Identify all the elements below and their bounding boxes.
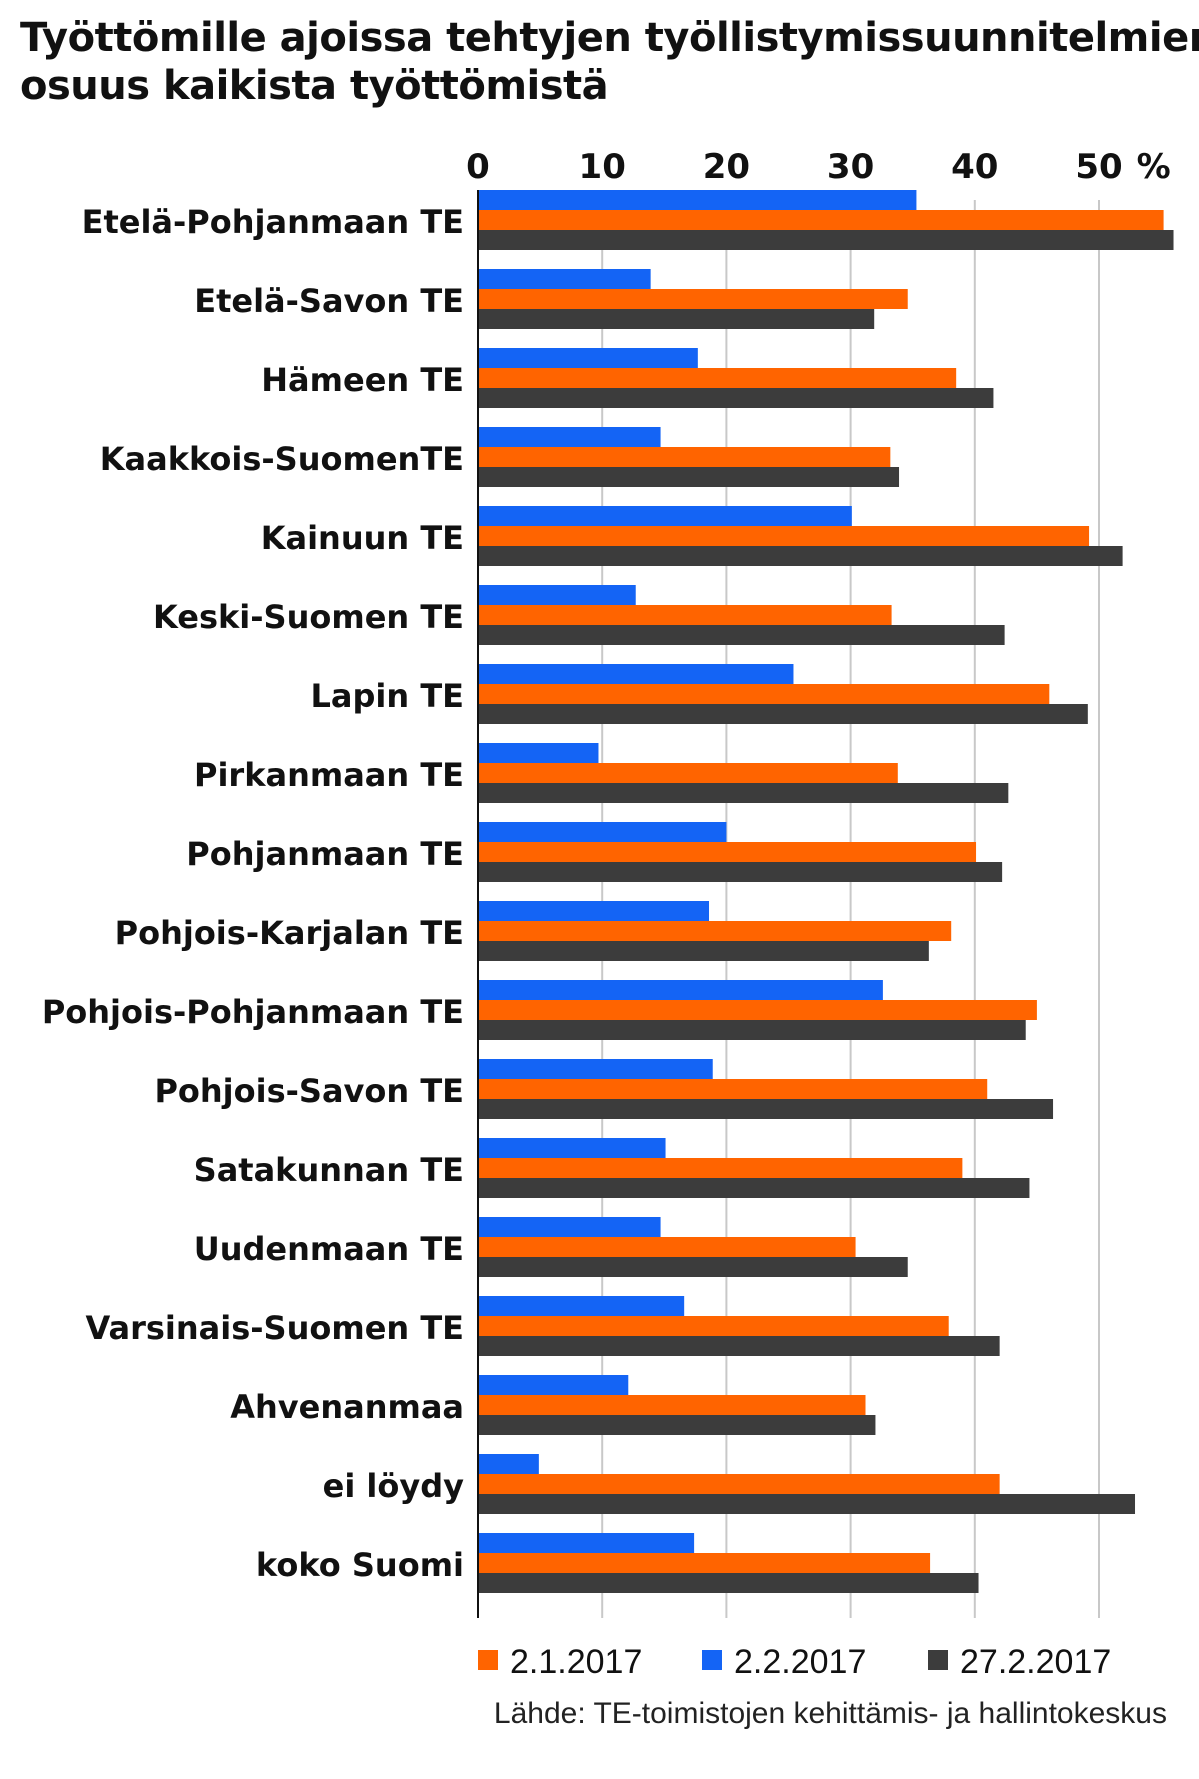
legend-label-2: 27.2.2017 xyxy=(960,1643,1111,1681)
bar-27.2.2017-11 xyxy=(478,1099,1054,1119)
bar-27.2.2017-13 xyxy=(478,1257,908,1277)
bar-2.1.2017-16 xyxy=(478,1474,1000,1494)
x-tick-label-0: 0 xyxy=(466,147,490,187)
bar-2.2.2017-9 xyxy=(478,901,710,921)
bar-2.2.2017-7 xyxy=(478,743,599,763)
category-label-2: Hämeen TE xyxy=(261,361,464,399)
bar-2.1.2017-14 xyxy=(478,1316,949,1336)
category-label-8: Pohjanmaan TE xyxy=(186,835,464,873)
bar-27.2.2017-2 xyxy=(478,388,994,408)
bar-27.2.2017-7 xyxy=(478,783,1009,803)
bar-27.2.2017-6 xyxy=(478,704,1088,724)
bar-2.1.2017-7 xyxy=(478,763,898,783)
bar-2.2.2017-0 xyxy=(478,190,917,210)
bar-2.1.2017-6 xyxy=(478,684,1050,704)
category-label-11: Pohjois-Savon TE xyxy=(154,1072,464,1110)
legend-label-0: 2.1.2017 xyxy=(510,1643,642,1681)
x-tick-label-10: 10 xyxy=(579,147,626,187)
bar-2.1.2017-12 xyxy=(478,1158,963,1178)
x-tick-label-40: 40 xyxy=(951,147,998,187)
category-label-17: koko Suomi xyxy=(256,1546,464,1584)
category-label-6: Lapin TE xyxy=(311,677,464,715)
category-label-7: Pirkanmaan TE xyxy=(194,756,464,794)
bar-27.2.2017-8 xyxy=(478,862,1003,882)
bar-27.2.2017-17 xyxy=(478,1573,979,1593)
chart-title-line-1: Työttömille ajoissa tehtyjen työllistymi… xyxy=(20,15,1199,61)
bar-2.2.2017-14 xyxy=(478,1296,685,1316)
category-label-10: Pohjois-Pohjanmaan TE xyxy=(42,993,464,1031)
bar-2.2.2017-3 xyxy=(478,427,661,447)
bar-2.2.2017-16 xyxy=(478,1454,539,1474)
category-label-9: Pohjois-Karjalan TE xyxy=(115,914,464,952)
bar-2.2.2017-4 xyxy=(478,506,852,526)
bar-2.2.2017-2 xyxy=(478,348,698,368)
bar-27.2.2017-0 xyxy=(478,230,1174,250)
bar-27.2.2017-4 xyxy=(478,546,1123,566)
source-note: Lähde: TE-toimistojen kehittämis- ja hal… xyxy=(493,1697,1167,1730)
bar-2.2.2017-11 xyxy=(478,1059,713,1079)
bar-2.1.2017-9 xyxy=(478,921,952,941)
category-label-1: Etelä-Savon TE xyxy=(194,282,464,320)
category-label-13: Uudenmaan TE xyxy=(194,1230,464,1268)
legend-swatch-0 xyxy=(478,1650,498,1670)
bar-2.1.2017-11 xyxy=(478,1079,988,1099)
bar-27.2.2017-9 xyxy=(478,941,929,961)
bar-27.2.2017-1 xyxy=(478,309,875,329)
bar-2.1.2017-13 xyxy=(478,1237,856,1257)
legend-swatch-1 xyxy=(702,1650,722,1670)
bar-2.2.2017-6 xyxy=(478,664,794,684)
bar-27.2.2017-15 xyxy=(478,1415,876,1435)
bar-2.1.2017-0 xyxy=(478,210,1164,230)
bar-27.2.2017-16 xyxy=(478,1494,1136,1514)
legend-swatch-2 xyxy=(928,1650,948,1670)
x-tick-label-30: 30 xyxy=(827,147,874,187)
bar-2.1.2017-15 xyxy=(478,1395,866,1415)
category-label-3: Kaakkois-SuomenTE xyxy=(100,440,464,478)
bar-2.1.2017-5 xyxy=(478,605,892,625)
bar-2.1.2017-2 xyxy=(478,368,957,388)
bar-2.1.2017-17 xyxy=(478,1553,931,1573)
bar-2.2.2017-8 xyxy=(478,822,727,842)
bar-2.1.2017-10 xyxy=(478,1000,1037,1020)
category-label-15: Ahvenanmaa xyxy=(230,1388,464,1426)
bar-27.2.2017-10 xyxy=(478,1020,1026,1040)
bar-2.1.2017-1 xyxy=(478,289,908,309)
bar-2.2.2017-12 xyxy=(478,1138,666,1158)
x-tick-label-50: 50 xyxy=(1075,147,1122,187)
bar-2.1.2017-4 xyxy=(478,526,1090,546)
bar-2.2.2017-1 xyxy=(478,269,651,289)
bar-2.2.2017-5 xyxy=(478,585,636,605)
bar-2.2.2017-17 xyxy=(478,1533,695,1553)
category-label-12: Satakunnan TE xyxy=(194,1151,464,1189)
bar-2.2.2017-13 xyxy=(478,1217,661,1237)
bar-27.2.2017-14 xyxy=(478,1336,1000,1356)
chart-title-line-2: osuus kaikista työttömistä xyxy=(20,63,609,109)
bar-2.1.2017-3 xyxy=(478,447,891,467)
category-label-4: Kainuun TE xyxy=(261,519,464,557)
chart-title: Työttömille ajoissa tehtyjen työllistymi… xyxy=(20,14,1199,110)
bar-27.2.2017-5 xyxy=(478,625,1005,645)
category-label-5: Keski-Suomen TE xyxy=(153,598,464,636)
x-axis-unit-label: % xyxy=(1137,147,1171,187)
category-label-14: Varsinais-Suomen TE xyxy=(85,1309,464,1347)
bar-2.2.2017-10 xyxy=(478,980,883,1000)
x-tick-label-20: 20 xyxy=(703,147,750,187)
bar-27.2.2017-12 xyxy=(478,1178,1030,1198)
bar-2.2.2017-15 xyxy=(478,1375,629,1395)
category-label-0: Etelä-Pohjanmaan TE xyxy=(82,203,464,241)
category-label-16: ei löydy xyxy=(323,1467,465,1505)
bar-27.2.2017-3 xyxy=(478,467,900,487)
legend-label-1: 2.2.2017 xyxy=(734,1643,866,1681)
bar-2.1.2017-8 xyxy=(478,842,977,862)
